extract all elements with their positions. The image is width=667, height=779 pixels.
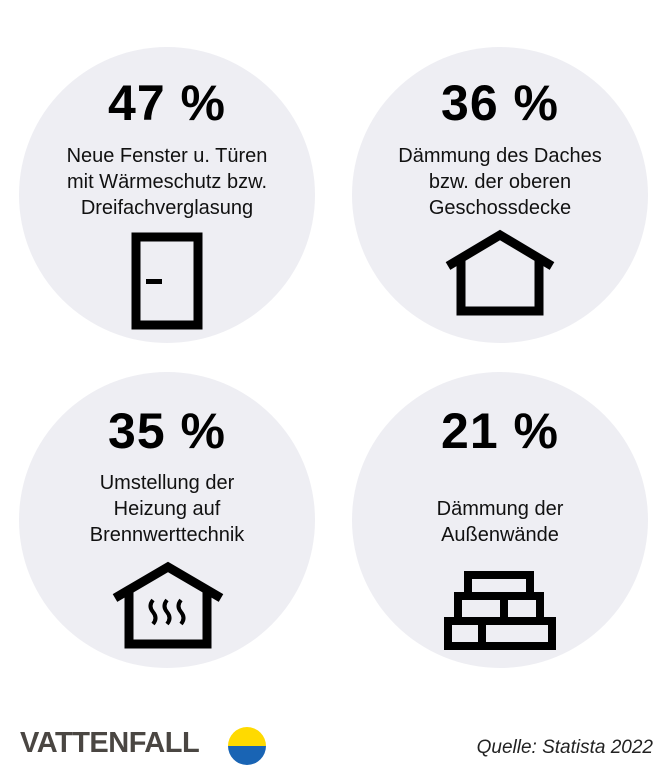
label-line: bzw. der oberen [428,171,572,193]
vattenfall-logo-mark-icon [228,727,266,765]
stat-value: 36 % [441,75,559,131]
stat-circle-heating [19,372,315,668]
source-note: Quelle: Statista 2022 [476,737,653,758]
label-line: Umstellung der [99,472,235,494]
stat-label: Umstellung der Heizung auf Brennwerttech… [17,470,317,548]
label-line: Geschossdecke [428,197,572,219]
stat-circle-roof [352,47,648,343]
heated-house-icon [112,561,224,649]
vattenfall-logo: VATTENFALL [20,727,200,759]
brick-wall-icon [444,571,556,650]
label-line: Heizung auf [113,498,221,520]
stat-label: Dämmung des Daches bzw. der oberen Gesch… [350,143,650,221]
label-line: Dämmung des Daches [398,145,602,167]
door-icon [131,232,203,330]
house-icon [445,229,555,316]
label-line: mit Wärmeschutz bzw. [66,171,268,193]
stat-circle-windows [19,47,315,343]
stat-value: 47 % [108,75,226,131]
stat-value: 35 % [108,403,226,459]
stat-value: 21 % [441,403,559,459]
label-line: Neue Fenster u. Türen [66,145,268,167]
label-line: Dämmung der [436,498,564,520]
label-line: Dreifachverglasung [80,197,254,219]
stat-label: Dämmung der Außenwände [350,496,650,548]
label-line: Außenwände [441,524,559,546]
stat-label: Neue Fenster u. Türen mit Wärmeschutz bz… [17,143,317,221]
label-line: Brennwerttechnik [89,524,245,546]
